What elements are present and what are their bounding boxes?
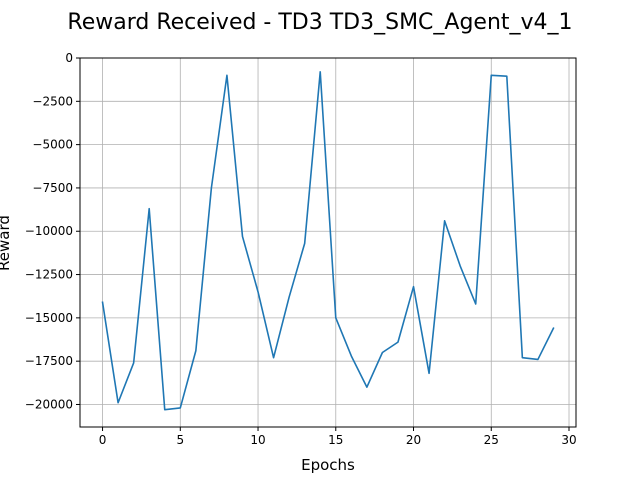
y-tick-label: −7500 [32, 181, 73, 195]
y-tick-label: −20000 [25, 397, 73, 411]
y-tick-label: 0 [65, 51, 73, 65]
x-tick-label: 5 [176, 433, 184, 447]
ticks: 0 5 10 15 20 25 30 0 −2500 −5000 −7500 −10000 −12500… [25, 51, 577, 447]
plot-frame [79, 57, 577, 428]
y-tick-label: −12500 [25, 268, 73, 282]
series-line [101, 71, 555, 411]
x-tick-label: 0 [99, 433, 107, 447]
y-tick-label: −10000 [25, 224, 73, 238]
x-tick-label: 25 [484, 433, 499, 447]
series-layer [101, 71, 555, 411]
y-axis-label: Reward [0, 215, 13, 271]
x-axis-label: Epochs [301, 456, 355, 474]
grid [80, 57, 576, 427]
chart-title: Reward Received - TD3 TD3_SMC_Agent_v4_1 [67, 10, 572, 35]
y-tick-label: −5000 [32, 138, 73, 152]
y-tick-label: −2500 [32, 94, 73, 108]
y-tick-label: −15000 [25, 311, 73, 325]
x-tick-label: 10 [250, 433, 265, 447]
x-tick-label: 15 [328, 433, 343, 447]
y-tick-label: −17500 [25, 354, 73, 368]
x-tick-label: 30 [561, 433, 576, 447]
x-tick-label: 20 [406, 433, 421, 447]
